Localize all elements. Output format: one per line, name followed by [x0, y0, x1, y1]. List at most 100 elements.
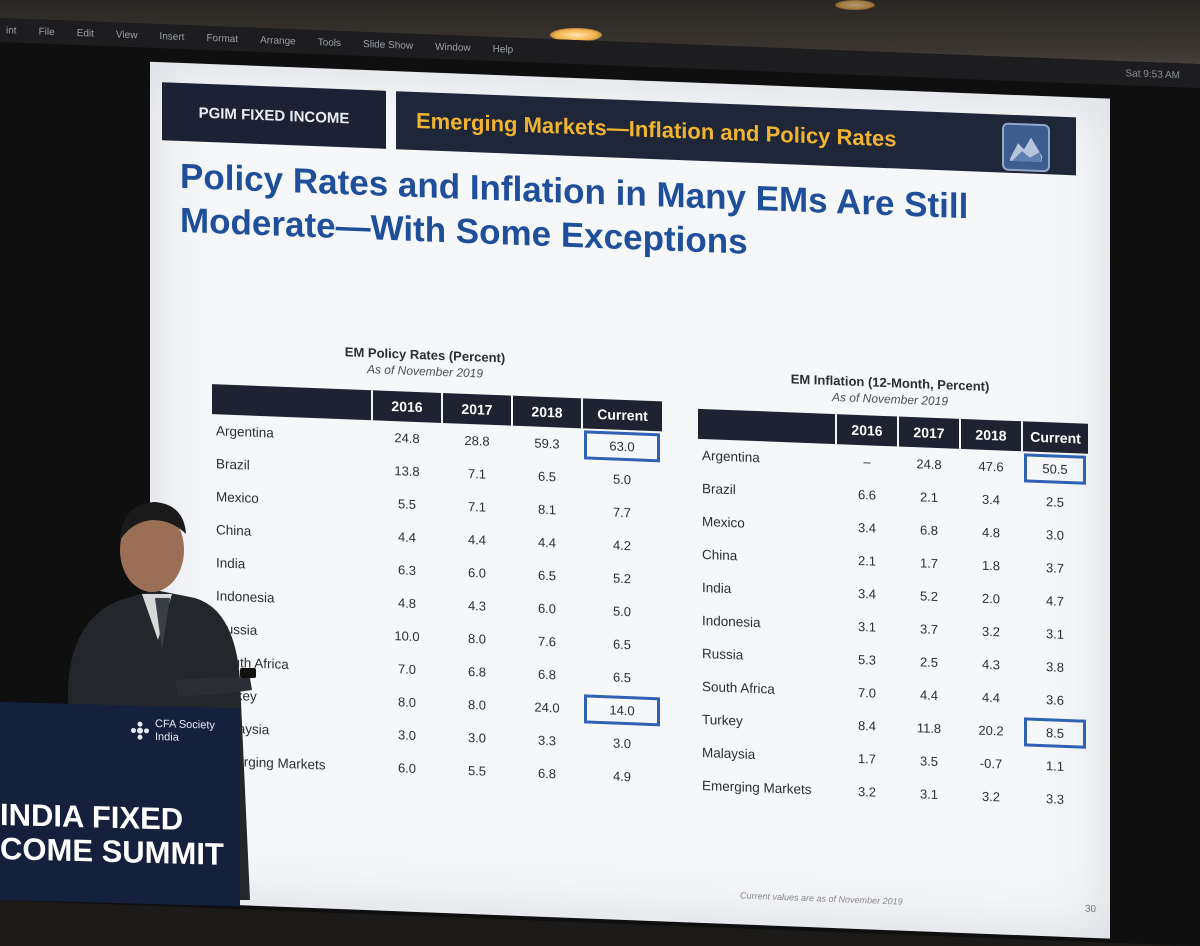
value-cell: 6.3 [397, 562, 417, 578]
podium: CFA Society India INDIA FIXED COME SUMMI… [0, 702, 240, 907]
value-cell: 5.5 [467, 762, 487, 779]
value-cell: 3.1 [1045, 626, 1065, 642]
menu-view[interactable]: View [115, 28, 138, 41]
value-cell: 8.0 [467, 630, 487, 647]
value-cell: 6.5 [612, 636, 632, 653]
value-cell: 3.0 [467, 729, 487, 746]
row-label: Malaysia [702, 744, 756, 763]
row-label: Argentina [702, 447, 760, 466]
value-cell: 7.0 [397, 661, 417, 677]
value-cell: 3.2 [981, 788, 1001, 805]
value-cell: 1.7 [857, 750, 877, 767]
value-cell: 6.0 [397, 760, 417, 776]
value-cell: 3.7 [919, 621, 939, 638]
highlighted-value-cell: 8.5 [1022, 715, 1088, 751]
value-cell: 3.7 [1045, 560, 1065, 576]
value-cell: 7.7 [612, 504, 632, 521]
menu-slide-show[interactable]: Slide Show [363, 38, 414, 52]
menu-help[interactable]: Help [492, 43, 514, 56]
value-cell: 24.8 [916, 456, 942, 473]
value-cell: 3.0 [1045, 527, 1065, 543]
value-cell: 4.4 [537, 534, 557, 551]
value-cell: 2.0 [981, 590, 1001, 607]
value-cell: 8.4 [857, 717, 877, 734]
value-cell: 28.8 [464, 432, 490, 449]
projection-screen: int File Edit View Insert Format Arrange… [0, 18, 1200, 946]
menu-item[interactable]: int [6, 24, 17, 37]
policy-table-title: EM Policy Rates (Percent) As of November… [250, 341, 600, 385]
column-header: 2017 [898, 416, 960, 449]
menu-arrange[interactable]: Arrange [260, 34, 296, 47]
value-cell: 4.4 [467, 531, 487, 548]
cfa-society-logo: CFA Society India [130, 717, 215, 745]
value-cell: 4.8 [397, 595, 417, 611]
value-cell: 47.6 [978, 458, 1004, 475]
slide-header: Emerging Markets—Inflation and Policy Ra… [396, 91, 1076, 176]
menu-edit[interactable]: Edit [76, 27, 94, 40]
value-cell: 6.5 [537, 567, 557, 584]
value-cell: 6.5 [612, 669, 632, 686]
menu-file[interactable]: File [38, 25, 55, 38]
menu-insert[interactable]: Insert [159, 30, 185, 43]
row-label: China [702, 546, 738, 564]
value-cell: 1.7 [919, 555, 939, 572]
highlighted-value-cell: 63.0 [582, 428, 662, 464]
value-cell: 6.5 [537, 468, 557, 485]
value-cell: 3.2 [857, 783, 877, 800]
value-cell: -0.7 [979, 755, 1003, 772]
value-cell: 4.4 [981, 689, 1001, 706]
column-header: 2018 [960, 418, 1022, 452]
value-cell: 5.2 [919, 588, 939, 605]
value-cell: 5.0 [612, 603, 632, 620]
row-label: Mexico [702, 513, 745, 531]
column-header: 2017 [442, 392, 512, 426]
menu-tools[interactable]: Tools [317, 36, 342, 49]
value-cell: 3.4 [857, 585, 877, 602]
value-cell: 3.5 [919, 753, 939, 770]
value-cell: 6.8 [537, 765, 557, 782]
value-cell: 5.5 [397, 496, 417, 512]
value-cell: 4.4 [397, 529, 417, 545]
presentation-slide: PGIM FIXED INCOME Emerging Markets—Infla… [150, 61, 1110, 939]
value-cell: 2.1 [919, 489, 939, 506]
value-cell: 6.8 [467, 663, 487, 680]
value-cell: 3.4 [857, 519, 877, 536]
value-cell: 3.0 [612, 735, 632, 752]
policy-rates-table: 2016 2017 2018 Current Argentina 24.8 28.8 59.… [212, 384, 662, 794]
value-cell: 20.2 [978, 722, 1004, 739]
highlighted-value-cell: 50.5 [1022, 451, 1088, 487]
value-cell: 7.1 [467, 465, 487, 482]
value-cell: 3.1 [919, 786, 939, 803]
value-cell: 3.8 [1045, 659, 1065, 675]
value-cell: 3.6 [1045, 692, 1065, 708]
column-header: 2018 [512, 395, 582, 429]
inflation-table: 2016 2017 2018 Current Argentina – 24.8 47.6 50… [698, 408, 1088, 817]
value-cell: 8.0 [397, 694, 417, 710]
value-cell: 8.0 [467, 696, 487, 713]
row-label: Brazil [702, 480, 736, 498]
brand-label: PGIM FIXED INCOME [162, 82, 386, 149]
column-header: 2016 [372, 390, 442, 423]
ceiling-lamp [835, 0, 875, 10]
value-cell: 1.1 [1045, 758, 1065, 774]
value-cell: 3.0 [397, 727, 417, 743]
value-cell: 3.3 [537, 732, 557, 749]
value-cell: 4.4 [919, 687, 939, 704]
menu-window[interactable]: Window [435, 41, 471, 54]
value-cell: 5.2 [612, 570, 632, 587]
value-cell: 8.1 [537, 501, 557, 518]
inflation-table-title: EM Inflation (12-Month, Percent) As of N… [740, 369, 1040, 412]
row-label: India [702, 579, 732, 597]
menu-format[interactable]: Format [206, 32, 239, 45]
value-cell: 6.8 [537, 666, 557, 683]
cfa-org-line2: India [155, 731, 179, 744]
value-cell: 3.1 [857, 618, 877, 635]
row-label: Emerging Markets [702, 777, 812, 798]
value-cell: 4.7 [1045, 593, 1065, 609]
value-cell: 2.5 [919, 654, 939, 671]
value-cell: 6.6 [857, 486, 877, 503]
row-label: Indonesia [702, 612, 761, 631]
value-cell: 2.1 [857, 552, 877, 569]
slide-title: Policy Rates and Inflation in Many EMs A… [180, 155, 1060, 277]
slide-footnote: Current values are as of November 2019 [740, 890, 903, 907]
